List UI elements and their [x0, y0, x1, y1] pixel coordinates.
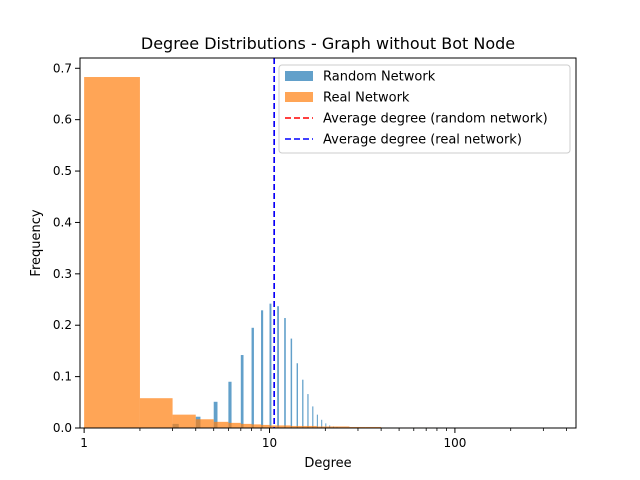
random-network-bar-13 — [302, 379, 304, 428]
random-network-bar-12 — [296, 363, 298, 428]
real-network-bar-1 — [139, 398, 173, 428]
legend: Random Network Real Network Average degree… — [278, 64, 571, 154]
legend-swatch-0 — [285, 71, 313, 81]
real-network-bar-5 — [228, 422, 241, 428]
legend-swatch-1 — [285, 92, 313, 102]
random-network-bar-18 — [325, 423, 327, 428]
legend-box — [278, 64, 571, 154]
random-network-bar-3 — [213, 401, 218, 428]
random-network-bar-7 — [261, 310, 264, 428]
real-network-bar-3 — [195, 419, 214, 428]
x-axis-label: Degree — [304, 456, 351, 471]
legend-label-3: Average degree (real network) — [323, 133, 522, 148]
real-network-bar-4 — [213, 421, 229, 428]
y-tick-label-5: 0.5 — [53, 164, 72, 178]
y-tick-label-0: 0.0 — [53, 421, 72, 435]
real-network-bar-9 — [269, 425, 278, 428]
x-tick-label-1: 10 — [262, 436, 277, 450]
x-tick-label-0: 1 — [80, 436, 88, 450]
legend-label-2: Average degree (random network) — [323, 112, 548, 127]
random-network-bar-9 — [277, 306, 279, 428]
real-network-bar-15 — [349, 426, 366, 428]
real-network-bar-0 — [84, 77, 140, 428]
y-axis-label: Frequency — [29, 209, 44, 276]
y-tick-label-4: 0.4 — [53, 215, 72, 229]
y-tick-label-1: 0.1 — [53, 370, 72, 384]
x-tick-label-2: 100 — [443, 436, 466, 450]
real-network-bar-16 — [365, 426, 382, 428]
real-network-bar-13 — [316, 426, 333, 428]
real-network-bar-12 — [302, 425, 317, 428]
legend-label-0: Random Network — [323, 70, 436, 85]
real-network-bar-8 — [261, 424, 270, 428]
random-network-bar-16 — [316, 414, 318, 428]
y-tick-label-7: 0.7 — [53, 61, 72, 75]
y-tick-label-6: 0.6 — [53, 113, 72, 127]
random-network-bar-15 — [312, 406, 314, 428]
y-tick-label-3: 0.3 — [53, 267, 72, 281]
random-network-bar-17 — [321, 419, 323, 428]
random-network-bar-10 — [284, 318, 286, 428]
y-tick-label-2: 0.2 — [53, 318, 72, 332]
random-network-bar-5 — [240, 355, 244, 428]
real-network-bar-10 — [277, 425, 291, 428]
random-network-bar-6 — [251, 327, 254, 428]
real-network-bar-2 — [172, 414, 196, 428]
plot-frame — [79, 57, 577, 429]
random-network-bars — [172, 303, 341, 428]
y-axis-ticks: 0.0 0.1 0.2 0.3 0.4 0.5 0.6 0.7 — [53, 61, 80, 435]
real-network-bar-14 — [332, 426, 350, 428]
random-network-bar-8 — [269, 303, 272, 428]
real-network-bar-11 — [290, 425, 303, 428]
chart-title: Degree Distributions - Graph without Bot… — [141, 34, 515, 53]
legend-label-1: Real Network — [323, 91, 410, 106]
random-network-bar-14 — [307, 394, 309, 428]
real-network-bar-6 — [240, 423, 252, 428]
random-network-bar-11 — [290, 338, 293, 428]
real-network-bar-7 — [251, 424, 262, 428]
x-axis-ticks: 1 10 100 — [80, 428, 567, 450]
random-network-bar-4 — [228, 381, 232, 428]
